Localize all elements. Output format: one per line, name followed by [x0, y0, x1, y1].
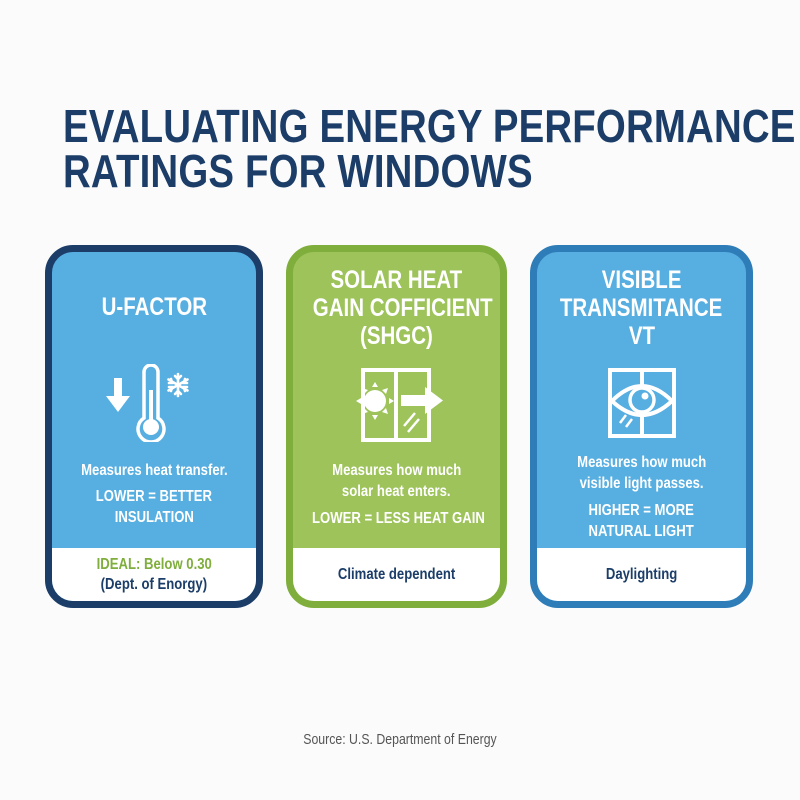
card-shgc-rule: LOWER = LESS HEAT GAIN	[311, 510, 485, 527]
card-vt-description: Measures how much visible light passes.	[576, 454, 707, 492]
ideal-source: (Dept. of Enorgy)	[100, 575, 208, 593]
card-shgc: SOLAR HEAT GAIN COFFICIENT (SHGC)	[286, 245, 507, 608]
card-shgc-description: Measures how much solar heat enters.	[331, 462, 462, 500]
card-vt-rule: HIGHER = MORE NATURAL LIGHT	[588, 502, 695, 540]
card-shgc-footer: Climate dependent	[293, 548, 500, 601]
card-vt: VISIBLE TRANSMITANCE VT Measures how muc…	[530, 245, 753, 608]
thermometer-down-snowflake-icon	[52, 364, 256, 442]
title-line-1: EVALUATING ENERGY PERFORMANCE	[63, 100, 796, 152]
title-line-2: RATINGS FOR WINDOWS	[63, 145, 533, 197]
eye-window-icon	[537, 367, 746, 439]
footer-note: Climate dependent	[337, 565, 456, 583]
card-vt-body: VISIBLE TRANSMITANCE VT Measures how muc…	[537, 252, 746, 555]
card-u-factor-rule: LOWER = BETTER INSULATION	[95, 488, 213, 526]
card-u-factor-description: Measures heat transfer.	[80, 462, 228, 479]
card-vt-title: VISIBLE TRANSMITANCE VT	[560, 266, 723, 350]
source-credit: Source: U.S. Department of Energy	[303, 731, 497, 748]
card-shgc-title: SOLAR HEAT GAIN COFFICIENT (SHGC)	[312, 266, 493, 350]
card-u-factor-title: U-FACTOR	[101, 293, 207, 321]
card-u-factor: U-FACTOR	[45, 245, 263, 608]
card-u-factor-footer: IDEAL: Below 0.30 (Dept. of Enorgy)	[52, 548, 256, 601]
card-shgc-body: SOLAR HEAT GAIN COFFICIENT (SHGC)	[293, 252, 500, 555]
ideal-value: IDEAL: Below 0.30	[96, 555, 212, 573]
page-title: EVALUATING ENERGY PERFORMANCE RATINGS FO…	[63, 100, 796, 197]
card-vt-footer: Daylighting	[537, 548, 746, 601]
sun-window-arrow-icon	[293, 368, 500, 442]
card-u-factor-body: U-FACTOR	[52, 252, 256, 555]
footer-note: Daylighting	[605, 565, 678, 583]
